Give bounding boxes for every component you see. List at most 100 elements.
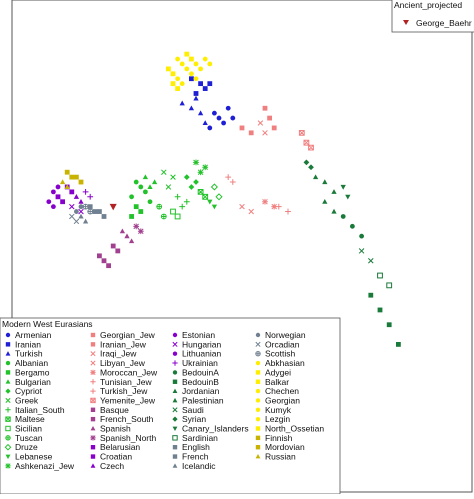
legend-label-iranian: Iranian xyxy=(15,339,41,349)
point-mordovian xyxy=(74,174,79,180)
legend-label-ukrainian: Ukrainian xyxy=(182,358,218,368)
main-legend-box xyxy=(0,317,341,495)
legend-label-italian-south: Italian_South xyxy=(15,405,65,415)
point-scottish xyxy=(87,208,94,215)
point-orcadian xyxy=(69,213,75,220)
point-lezgin xyxy=(202,56,208,62)
legend-label-abkhasian: Abkhasian xyxy=(265,358,305,368)
point-french-south xyxy=(110,243,116,249)
point-bulgarian xyxy=(147,184,153,189)
point-cypriot xyxy=(188,184,195,190)
point-lezgin xyxy=(207,61,213,67)
point-iranian xyxy=(207,81,213,87)
point-moroccan-jew xyxy=(271,203,278,210)
point-italian-south xyxy=(179,203,186,210)
point-russian xyxy=(64,184,70,189)
legend-marker-armenian xyxy=(5,332,11,338)
legend-marker-turkish-jew xyxy=(90,388,96,394)
legend-label-cypriot: Cypriot xyxy=(15,386,43,396)
point-turkish xyxy=(202,120,208,126)
point-adygei xyxy=(170,71,176,77)
legend-label-french: French xyxy=(182,452,209,462)
point-belarusian xyxy=(55,194,61,200)
legend-marker-sardinian xyxy=(172,435,178,441)
point-abkhasian xyxy=(175,56,181,62)
point-armenian xyxy=(207,125,213,131)
legend-marker-abkhasian xyxy=(255,360,261,366)
point-kumyk xyxy=(189,71,194,77)
legend-marker-albanian xyxy=(5,360,11,366)
point-abkhasian xyxy=(179,61,185,67)
legend-marker-saudi xyxy=(172,407,178,413)
legend-marker-russian xyxy=(255,454,261,459)
point-spanish xyxy=(124,233,130,239)
legend-marker-english xyxy=(172,445,178,450)
point-jordanian xyxy=(312,174,319,180)
point-albanian xyxy=(129,194,135,200)
point-iranian xyxy=(193,91,199,96)
legend-marker-norwegian xyxy=(255,332,261,338)
points-layer xyxy=(46,51,401,347)
legend-marker-maltese xyxy=(5,416,11,422)
point-ukrainian xyxy=(87,193,94,200)
legend-label-finnish: Finnish xyxy=(265,433,293,443)
point-north-ossetian xyxy=(170,81,176,87)
point-ashkenazi-jew xyxy=(202,164,209,171)
legend-marker-cypriot xyxy=(5,388,11,394)
point-orcadian xyxy=(73,218,80,225)
point-georgian xyxy=(175,76,181,82)
point-cypriot xyxy=(193,179,199,185)
legend-label-armenian: Armenian xyxy=(15,330,52,340)
point-turkish xyxy=(179,100,185,106)
legend-label-french-south: French_South xyxy=(100,414,154,424)
legend-label-georgian-jew: Georgian_Jew xyxy=(100,330,156,340)
point-basque xyxy=(101,258,107,264)
legend-marker-ukrainian xyxy=(172,360,178,366)
legend-label-yemenite-jew: Yemenite_Jew xyxy=(100,395,156,405)
legend-label-tuscan: Tuscan xyxy=(15,433,43,443)
point-english xyxy=(92,209,98,214)
legend-label-orcadian: Orcadian xyxy=(265,339,300,349)
point-bedouinb xyxy=(368,292,374,298)
point-turkish xyxy=(193,95,199,101)
point-french xyxy=(101,214,107,219)
point-saudi xyxy=(368,258,374,264)
legend-marker-tuscan xyxy=(5,435,11,441)
legend-marker-north-ossetian xyxy=(255,426,261,431)
ancient-legend-marker xyxy=(403,20,409,25)
point-palestinian xyxy=(331,208,337,214)
point-albanian xyxy=(133,179,139,185)
legend-marker-scottish xyxy=(255,351,261,357)
ancient-legend-title: Ancient_projected xyxy=(394,0,462,10)
legend-marker-iranian xyxy=(5,342,11,347)
legend-marker-bedouinb xyxy=(172,379,178,384)
main-legend-title: Modern West Eurasians xyxy=(2,319,93,329)
legend-entries: ArmenianIranianTurkishAlbanianBergamoBul… xyxy=(4,330,324,471)
point-bedouinb xyxy=(396,342,401,347)
legend-marker-spanish-north xyxy=(90,435,96,441)
legend-label-druze: Druze xyxy=(15,442,38,452)
legend-label-jordanian: Jordanian xyxy=(182,386,220,396)
legend-marker-italian-south xyxy=(5,407,11,413)
legend-marker-greek xyxy=(5,397,11,404)
legend-marker-bulgarian xyxy=(5,379,11,384)
point-chechen xyxy=(198,66,204,72)
legend-label-kumyk: Kumyk xyxy=(265,405,292,415)
point-tuscan xyxy=(160,213,167,220)
legend-marker-kumyk xyxy=(255,407,261,412)
point-bedouinb xyxy=(377,307,383,313)
point-iraqi-jew xyxy=(257,120,264,126)
ancient-legend: Ancient_projected George_Baehr xyxy=(391,0,474,33)
point-abkhasian xyxy=(184,66,190,72)
point-bulgarian xyxy=(142,174,149,180)
legend-label-hungarian: Hungarian xyxy=(182,339,221,349)
legend-marker-spanish xyxy=(90,425,96,431)
legend-marker-sicilian xyxy=(5,425,11,432)
point-icelandic xyxy=(78,213,84,219)
point-croatian xyxy=(69,189,75,195)
legend-marker-adygei xyxy=(255,370,261,375)
point-bedouina xyxy=(340,214,346,219)
point-sicilian xyxy=(174,213,181,220)
legend-label-spanish: Spanish xyxy=(100,424,131,434)
